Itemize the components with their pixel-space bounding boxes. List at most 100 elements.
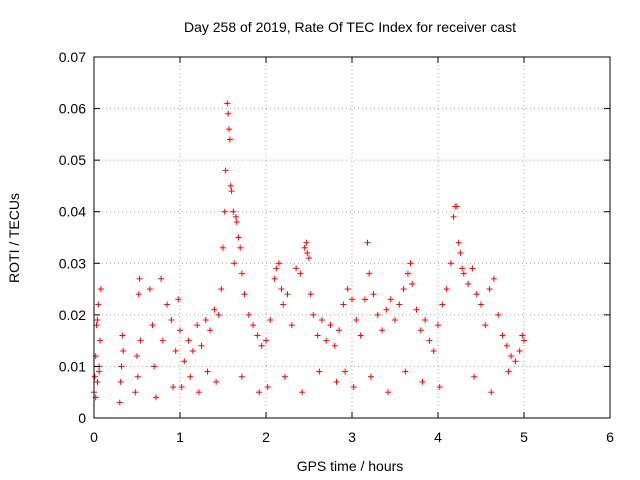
data-point-0-52 — [230, 208, 237, 215]
data-point-0-4 — [94, 317, 101, 324]
y-tick-label-5: 0.05 — [59, 152, 86, 168]
data-point-0-121 — [460, 270, 467, 277]
data-point-0-139 — [195, 389, 202, 396]
x-tick-label-0: 0 — [90, 429, 98, 445]
data-point-0-96 — [374, 311, 381, 318]
data-point-0-135 — [519, 332, 526, 339]
x-axis-label: GPS time / hours — [297, 458, 404, 474]
data-point-0-145 — [316, 368, 323, 375]
data-point-0-74 — [297, 270, 304, 277]
data-point-0-76 — [303, 239, 310, 246]
data-point-0-122 — [465, 280, 472, 287]
x-tick-label-4: 4 — [434, 429, 442, 445]
data-point-0-80 — [310, 311, 317, 318]
data-point-0-112 — [439, 301, 446, 308]
data-point-0-46 — [224, 100, 231, 107]
y-tick-label-4: 0.04 — [59, 204, 86, 220]
data-point-0-99 — [387, 296, 394, 303]
data-point-0-47 — [225, 110, 232, 117]
data-point-0-57 — [237, 244, 244, 251]
data-point-0-58 — [238, 270, 245, 277]
data-point-0-40 — [211, 306, 218, 313]
data-point-0-7 — [97, 337, 104, 344]
data-point-0-136 — [521, 337, 527, 344]
y-tick-label-0: 0 — [78, 410, 86, 426]
data-point-0-101 — [396, 301, 403, 308]
data-point-0-17 — [132, 389, 139, 396]
data-point-0-156 — [152, 394, 159, 401]
data-point-0-95 — [370, 291, 377, 298]
data-point-0-115 — [450, 213, 457, 220]
data-point-0-104 — [407, 260, 414, 267]
y-axis-label: ROTI / TECUs — [6, 193, 22, 283]
data-point-0-111 — [435, 322, 441, 329]
data-point-0-12 — [116, 399, 123, 406]
data-point-0-81 — [314, 332, 321, 339]
data-point-0-128 — [490, 275, 497, 282]
data-point-0-41 — [215, 311, 222, 318]
data-point-0-123 — [469, 265, 476, 272]
data-point-0-26 — [158, 275, 165, 282]
data-point-0-130 — [499, 332, 506, 339]
data-point-0-138 — [187, 373, 194, 380]
data-point-0-11 — [96, 368, 103, 375]
data-point-0-108 — [422, 317, 429, 324]
data-point-0-8 — [97, 286, 104, 293]
data-point-0-10 — [94, 378, 101, 385]
data-point-0-119 — [457, 249, 464, 256]
data-points — [91, 100, 527, 406]
data-point-0-92 — [361, 296, 368, 303]
data-point-0-38 — [202, 317, 209, 324]
data-point-0-84 — [327, 322, 334, 329]
data-point-0-31 — [175, 296, 182, 303]
data-point-0-70 — [280, 301, 287, 308]
data-point-0-133 — [512, 358, 519, 365]
data-point-0-25 — [151, 363, 158, 370]
data-point-0-44 — [221, 208, 228, 215]
data-point-0-21 — [137, 337, 144, 344]
data-point-0-110 — [430, 347, 437, 354]
data-point-0-114 — [447, 260, 454, 267]
data-point-0-140 — [204, 368, 211, 375]
y-tick-label-2: 0.02 — [59, 307, 86, 323]
data-point-0-103 — [404, 270, 411, 277]
y-tick-label-3: 0.03 — [59, 255, 86, 271]
data-point-0-71 — [284, 291, 291, 298]
data-point-0-155 — [505, 368, 512, 375]
data-point-0-5 — [95, 301, 102, 308]
data-point-0-43 — [220, 244, 226, 251]
y-tick-label-7: 0.07 — [59, 49, 86, 65]
data-point-0-134 — [516, 347, 523, 354]
data-point-0-126 — [482, 322, 489, 329]
data-point-0-131 — [503, 342, 510, 349]
data-point-0-129 — [495, 311, 502, 318]
data-point-0-39 — [207, 327, 214, 334]
data-point-0-15 — [117, 378, 124, 385]
data-point-0-30 — [172, 347, 179, 354]
data-point-0-158 — [238, 373, 245, 380]
data-point-0-109 — [426, 337, 433, 344]
y-tick-label-6: 0.06 — [59, 101, 86, 117]
data-point-0-124 — [473, 291, 480, 298]
data-point-0-23 — [146, 286, 153, 293]
data-point-0-127 — [486, 286, 493, 293]
data-point-0-79 — [307, 291, 314, 298]
data-point-0-48 — [226, 126, 233, 133]
data-point-0-18 — [134, 353, 140, 360]
data-point-0-16 — [119, 332, 126, 339]
data-point-0-59 — [241, 291, 248, 298]
data-point-0-51 — [228, 188, 235, 195]
data-point-0-159 — [256, 389, 263, 396]
data-point-0-100 — [392, 317, 398, 324]
data-point-0-32 — [177, 327, 183, 334]
data-point-0-149 — [385, 389, 392, 396]
data-point-0-49 — [226, 136, 233, 143]
data-point-0-94 — [366, 270, 373, 277]
data-point-0-1 — [91, 373, 98, 380]
data-point-0-72 — [288, 322, 295, 329]
data-point-0-3 — [93, 322, 100, 329]
data-point-0-77 — [304, 249, 311, 256]
data-point-0-14 — [120, 347, 127, 354]
data-point-0-27 — [159, 337, 166, 344]
data-point-0-83 — [323, 337, 330, 344]
